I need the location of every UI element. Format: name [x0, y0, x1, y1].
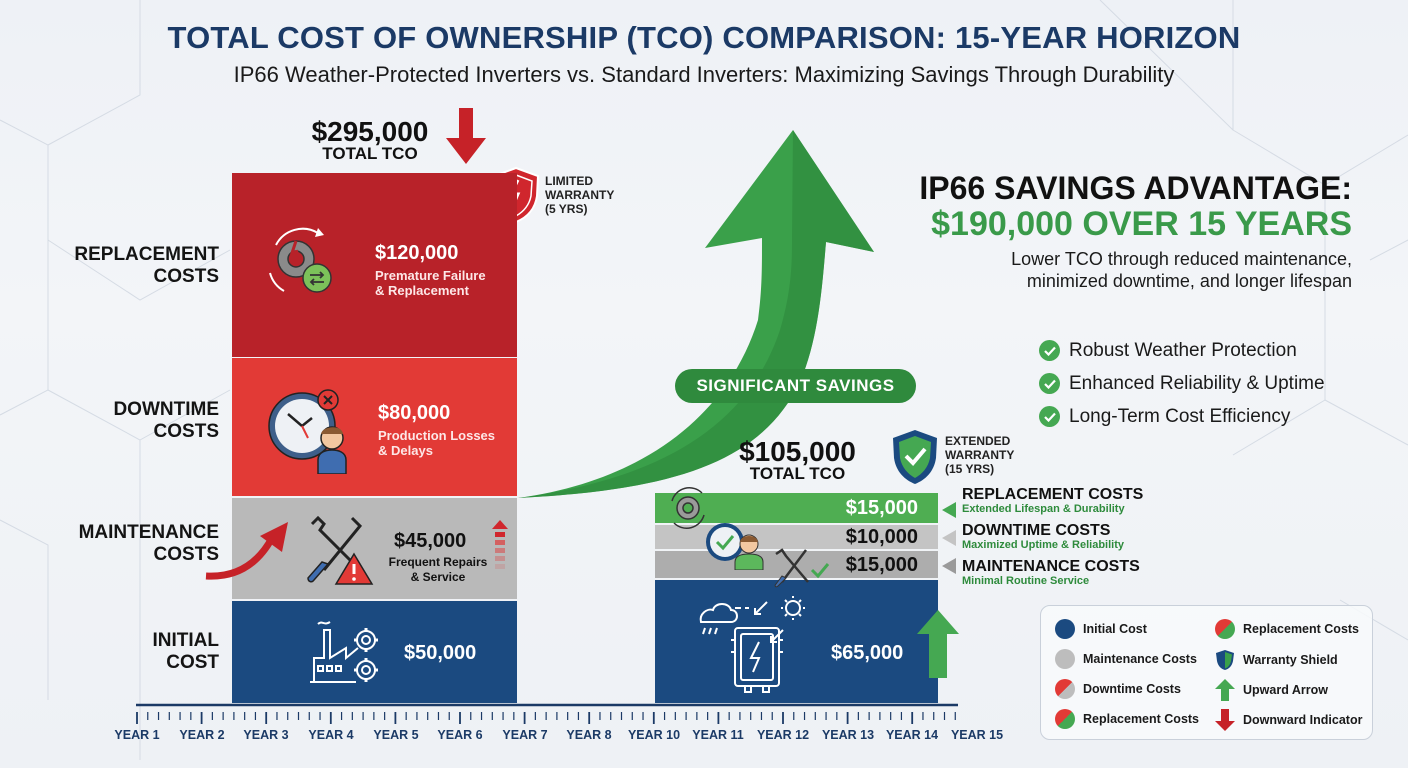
year-label: YEAR 10	[627, 728, 681, 742]
limited-warranty-label: LIMITED WARRANTY (5 YRS)	[545, 174, 615, 216]
ylabel-downtime: DOWNTIME COSTS	[113, 399, 219, 442]
year-label: YEAR 4	[308, 728, 354, 742]
pointer-green-icon	[942, 502, 956, 518]
check-circle-icon	[1039, 340, 1060, 361]
navy-dot-icon	[1055, 619, 1075, 639]
year-label: YEAR 5	[373, 728, 419, 742]
downtime-desc: Production Losses & Delays	[378, 428, 496, 458]
legend-item-maintenance: Maintenance Costs	[1055, 649, 1197, 669]
red-down-arrow-icon	[1215, 709, 1235, 731]
benefit-list: Robust Weather Protection Enhanced Relia…	[1039, 334, 1325, 433]
clock-person-icon	[268, 389, 347, 474]
pointer-gray-icon	[942, 558, 956, 574]
tools-warning-icon	[307, 516, 374, 585]
tools-check-icon	[774, 548, 830, 588]
timeline-axis	[136, 703, 958, 724]
year-label: YEAR 7	[502, 728, 548, 742]
benefit-item: Long-Term Cost Efficiency	[1039, 400, 1325, 433]
extended-warranty-label: EXTENDED WARRANTY (15 YRS)	[945, 434, 1015, 476]
year-label: YEAR 8	[566, 728, 612, 742]
page-subtitle: IP66 Weather-Protected Inverters vs. Sta…	[233, 62, 1175, 87]
gear-cycle-icon	[671, 487, 705, 529]
pointer-lightgray-icon	[942, 530, 956, 546]
year-label: YEAR 12	[756, 728, 810, 742]
year-label: YEAR 15	[950, 728, 1004, 742]
page-title: TOTAL COST OF OWNERSHIP (TCO) COMPARISON…	[167, 20, 1241, 55]
ylabel-replacement: REPLACEMENT COSTS	[74, 244, 219, 287]
standard-replacement-segment: $120,000 Premature Failure & Replacement	[232, 173, 517, 357]
broken-gear-icon	[269, 227, 332, 293]
year-label: YEAR 1	[114, 728, 160, 742]
standard-initial-segment: $50,000	[232, 601, 517, 703]
clock-happy-person-icon	[706, 523, 764, 570]
upward-arrow-icon	[917, 610, 959, 678]
ip66-downtime-label: DOWNTIME COSTS Maximized Uptime & Reliab…	[962, 522, 1124, 551]
check-circle-icon	[1039, 406, 1060, 427]
green-up-arrow-icon	[1215, 679, 1235, 701]
legend-item-downtime: Downtime Costs	[1055, 679, 1181, 699]
savings-advantage: IP66 SAVINGS ADVANTAGE: $190,000 OVER 15…	[919, 170, 1352, 291]
standard-total: $295,000 TOTAL TCO	[311, 116, 429, 163]
ip66-total: $105,000 TOTAL TCO	[739, 436, 856, 483]
legend-item-initial: Initial Cost	[1055, 619, 1147, 639]
legend-item-upward: Upward Arrow	[1215, 679, 1328, 701]
rising-indicator-icon	[492, 520, 508, 569]
red-green-dot-icon	[1055, 709, 1075, 729]
red-green-dot-icon	[1215, 619, 1235, 639]
legend-item-replacement: Replacement Costs	[1055, 709, 1199, 729]
savings-up-arrow-icon	[518, 130, 874, 498]
red-gray-dot-icon	[1055, 679, 1075, 699]
ylabel-maintenance: MAINTENANCE COSTS	[78, 522, 219, 565]
ip66-maintenance-label: MAINTENANCE COSTS Minimal Routine Servic…	[962, 558, 1140, 587]
ylabel-initial: INITIAL COST	[152, 630, 220, 673]
shield-icon	[1216, 650, 1234, 670]
standard-downtime-segment: $80,000 Production Losses & Delays	[232, 358, 517, 496]
maintenance-desc: Frequent Repairs & Service	[388, 555, 488, 584]
check-circle-icon	[1039, 373, 1060, 394]
year-label: YEAR 11	[692, 728, 744, 742]
legend-item-downward: Downward Indicator	[1215, 709, 1362, 731]
curved-red-arrow-icon	[205, 522, 288, 580]
legend-item-warranty: Warranty Shield	[1215, 649, 1338, 671]
replacement-desc: Premature Failure & Replacement	[375, 268, 486, 298]
benefit-item: Robust Weather Protection	[1039, 334, 1325, 367]
year-label: YEAR 2	[179, 728, 225, 742]
year-label: YEAR 3	[243, 728, 289, 742]
check-shield-icon	[893, 430, 937, 484]
ip66-downtime-segment: $10,000	[655, 525, 938, 549]
ip66-replacement-label: REPLACEMENT COSTS Extended Lifespan & Du…	[962, 486, 1144, 515]
significant-savings-badge: SIGNIFICANT SAVINGS	[675, 369, 916, 403]
year-label: YEAR 14	[885, 728, 939, 742]
ip66-initial-segment: $65,000	[655, 580, 938, 703]
year-label: YEAR 13	[821, 728, 875, 742]
downward-arrow-icon	[446, 108, 486, 164]
legend-item-replacement-2: Replacement Costs	[1215, 619, 1359, 639]
benefit-item: Enhanced Reliability & Uptime	[1039, 367, 1325, 400]
weatherproof-inverter-icon	[699, 596, 805, 693]
year-label: YEAR 6	[437, 728, 483, 742]
factory-gears-icon	[310, 621, 378, 683]
legend: Initial Cost Maintenance Costs Downtime …	[1040, 605, 1373, 740]
gray-dot-icon	[1055, 649, 1075, 669]
